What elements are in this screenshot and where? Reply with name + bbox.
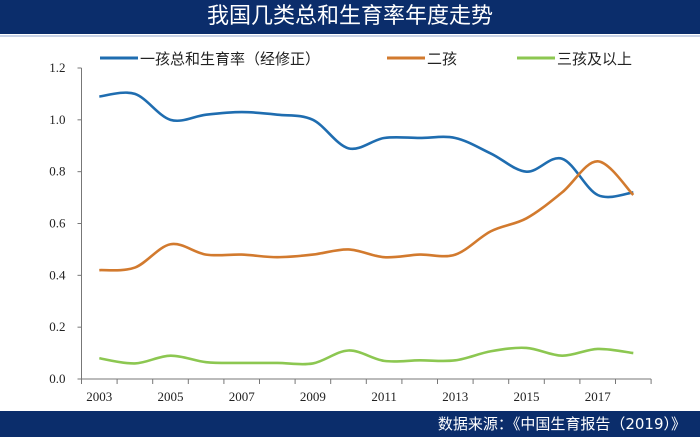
legend-label: 二孩 <box>427 50 457 68</box>
legend-label: 三孩及以上 <box>557 50 632 68</box>
x-tick-label: 2015 <box>514 389 540 404</box>
y-tick-label: 0.2 <box>49 319 65 334</box>
x-tick-label: 2013 <box>442 389 468 404</box>
x-tick-label: 2011 <box>371 389 397 404</box>
y-tick-label: 0.0 <box>49 371 65 386</box>
series-line-1 <box>99 91 634 199</box>
data-source: 数据来源：《中国生育报告（2019）》 <box>437 415 686 433</box>
series-line-3 <box>99 346 634 366</box>
y-tick-label: 0.8 <box>49 164 65 179</box>
title-divider <box>0 35 700 37</box>
y-tick-label: 1.2 <box>49 60 65 75</box>
x-tick-label: 2009 <box>300 389 326 404</box>
legend-label: 一孩总和生育率（经修正） <box>140 50 320 68</box>
x-tick-label: 2003 <box>86 389 112 404</box>
footer-bar: 数据来源：《中国生育报告（2019）》 <box>0 411 700 437</box>
chart-title: 我国几类总和生育率年度走势 <box>0 0 700 34</box>
x-tick-label: 2005 <box>158 389 184 404</box>
x-tick-label: 2017 <box>585 389 612 404</box>
x-tick-label: 2007 <box>229 389 256 404</box>
y-tick-label: 1.0 <box>49 112 65 127</box>
series-line-2 <box>99 159 635 272</box>
y-tick-label: 0.6 <box>49 216 66 231</box>
y-tick-label: 0.4 <box>49 267 66 282</box>
